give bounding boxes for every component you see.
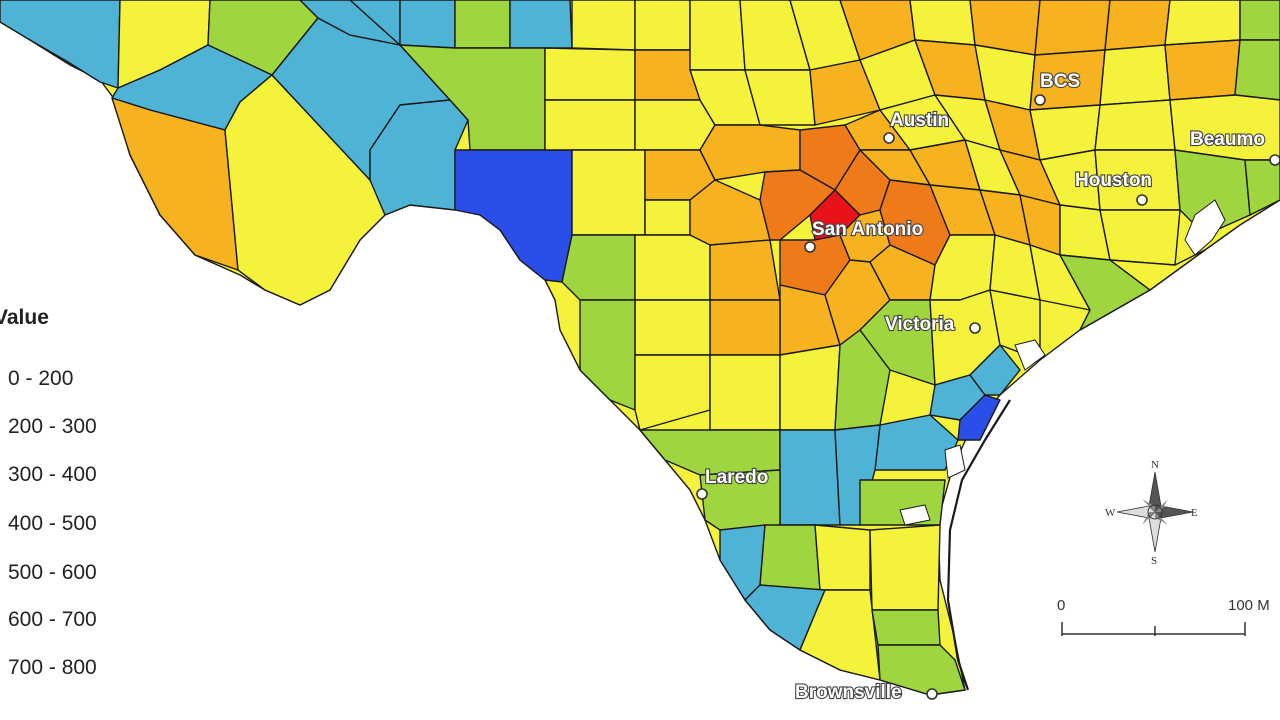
city-label-beaumont: Beaumo xyxy=(1190,129,1265,150)
city-label-san-antonio: San Antonio xyxy=(812,219,923,240)
county xyxy=(299,0,401,46)
county xyxy=(709,354,781,431)
county xyxy=(454,0,511,49)
county xyxy=(877,644,966,696)
county xyxy=(834,329,891,431)
county xyxy=(1239,0,1280,41)
bay-water xyxy=(1014,339,1046,371)
county xyxy=(634,99,716,151)
county xyxy=(1234,39,1280,101)
county xyxy=(634,234,711,301)
county xyxy=(0,0,121,89)
county xyxy=(1099,209,1181,266)
city-label-austin: Austin xyxy=(890,110,949,131)
county xyxy=(909,0,976,46)
legend-item: 600 - 700 xyxy=(8,608,97,631)
scale-bar: 0 100 M xyxy=(1057,597,1270,636)
scale-bar-end: 100 M xyxy=(1228,597,1270,614)
legend-item: 400 - 500 xyxy=(8,512,97,535)
city-san-antonio: San Antonio xyxy=(804,218,924,253)
city-victoria: Victoria xyxy=(884,313,981,336)
legend-item: 200 - 300 xyxy=(8,415,97,438)
county xyxy=(814,524,871,591)
county xyxy=(579,299,636,411)
scale-bar-start: 0 xyxy=(1057,597,1065,614)
legend-item: 300 - 400 xyxy=(8,463,97,486)
county xyxy=(799,589,881,681)
county xyxy=(869,524,941,611)
county xyxy=(544,99,636,151)
county xyxy=(779,344,841,431)
county xyxy=(1034,0,1111,56)
county xyxy=(709,239,781,301)
county xyxy=(759,169,836,241)
bay-water xyxy=(944,444,966,479)
county xyxy=(1174,149,1251,236)
compass-n: N xyxy=(1151,459,1159,471)
county xyxy=(454,149,573,283)
county xyxy=(111,97,239,271)
county xyxy=(779,429,841,526)
legend-item: 500 - 600 xyxy=(8,561,97,584)
city-label-laredo: Laredo xyxy=(705,467,768,488)
city-laredo: Laredo xyxy=(696,466,769,500)
city-houston: Houston xyxy=(1074,169,1153,206)
barrier-island xyxy=(946,399,1011,691)
city-label-bcs: BCS xyxy=(1040,71,1080,92)
county xyxy=(1164,0,1241,46)
county xyxy=(759,524,821,591)
city-bcs: BCS xyxy=(1034,70,1081,106)
city-label-houston: Houston xyxy=(1075,170,1152,191)
bay-water xyxy=(899,504,931,526)
county xyxy=(709,299,781,356)
legend-item: 700 - 800 xyxy=(8,656,97,679)
county xyxy=(969,344,1021,396)
bay-water xyxy=(1184,199,1226,256)
legend-title: Value xyxy=(0,306,49,329)
compass-e: E xyxy=(1191,507,1198,519)
county xyxy=(634,354,711,431)
city-brownsville: Brownsville xyxy=(794,681,938,704)
county xyxy=(1109,249,1206,291)
county xyxy=(1169,94,1280,161)
county xyxy=(509,0,573,49)
county xyxy=(957,394,1001,441)
compass-w: W xyxy=(1105,507,1116,519)
county xyxy=(544,47,636,101)
county xyxy=(571,0,636,51)
compass-rose: N S E W xyxy=(1105,459,1198,567)
legend-item: 0 - 200 xyxy=(8,367,74,390)
county xyxy=(224,74,389,306)
county xyxy=(634,0,691,51)
city-austin: Austin xyxy=(883,109,950,144)
county xyxy=(1244,159,1280,216)
county xyxy=(644,199,691,236)
county xyxy=(634,299,711,356)
county xyxy=(571,149,646,236)
county xyxy=(1164,39,1241,101)
city-label-victoria: Victoria xyxy=(885,314,955,335)
county xyxy=(689,0,746,71)
county xyxy=(1094,99,1176,151)
county xyxy=(871,609,941,646)
county xyxy=(399,0,456,49)
compass-s: S xyxy=(1151,555,1157,567)
county xyxy=(561,234,636,301)
county xyxy=(1104,0,1171,51)
city-beaumont: Beaumo xyxy=(1189,128,1280,166)
county xyxy=(1099,44,1171,106)
city-label-brownsville: Brownsville xyxy=(795,682,902,703)
